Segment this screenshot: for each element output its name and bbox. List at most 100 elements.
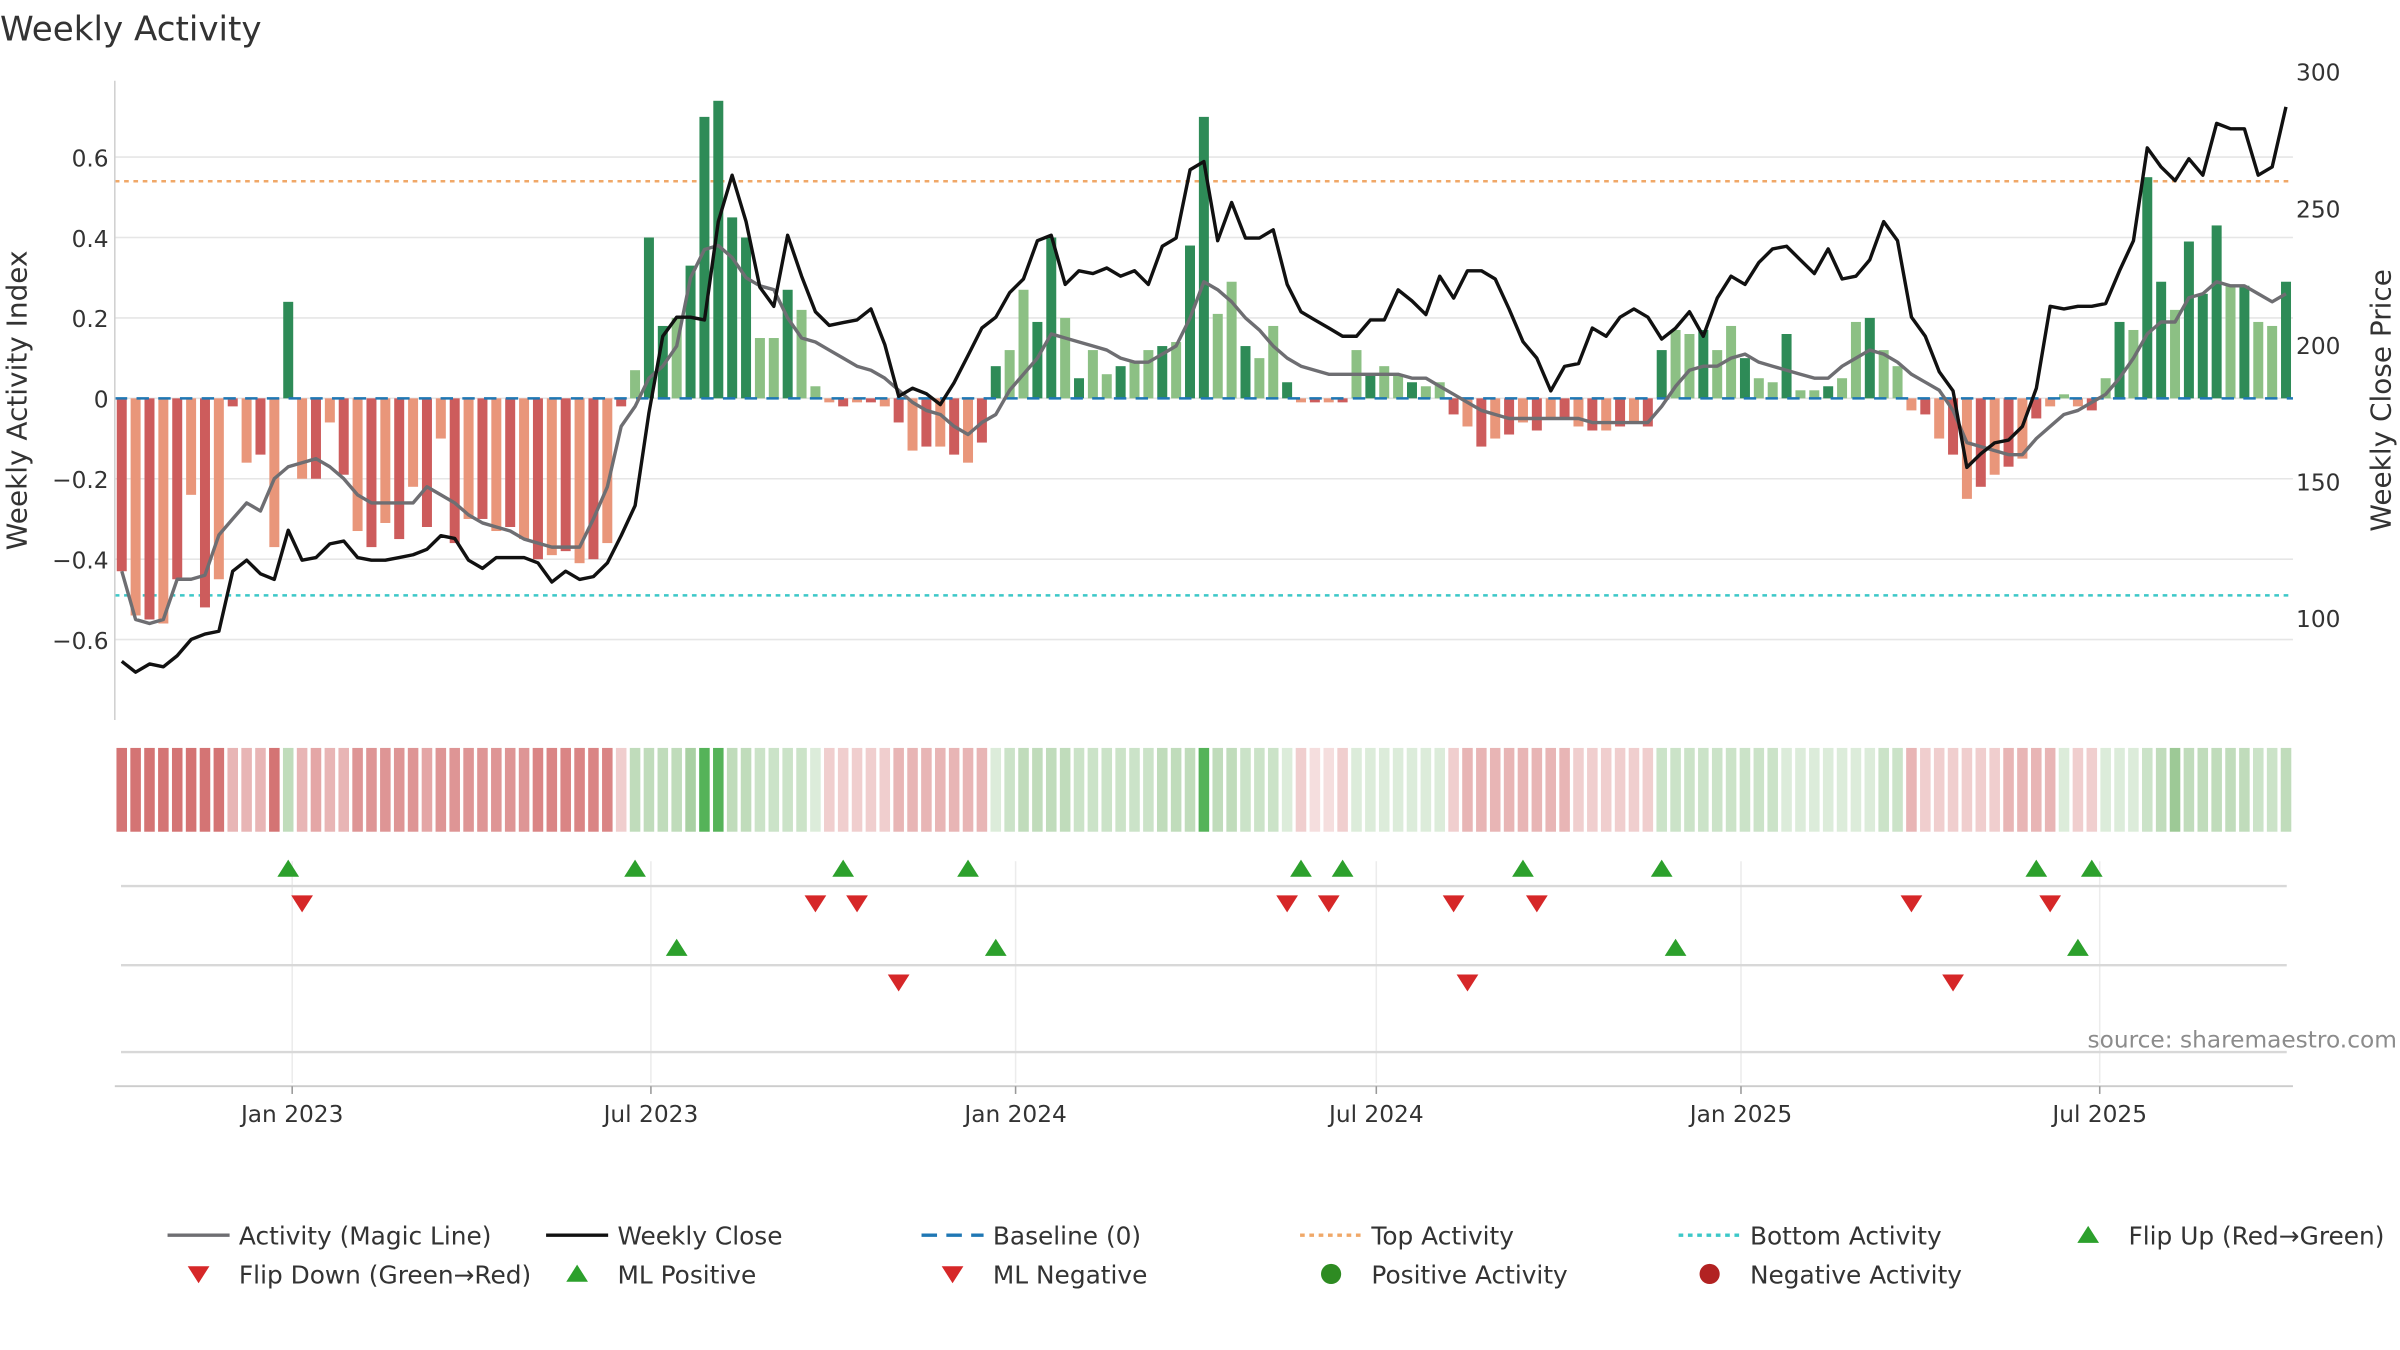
activity-strip-cell bbox=[1018, 747, 1029, 832]
activity-bar bbox=[1365, 374, 1376, 399]
activity-strip-cell bbox=[407, 747, 419, 832]
activity-bar bbox=[976, 398, 987, 443]
activity-strip-cell bbox=[1517, 747, 1529, 832]
activity-bar bbox=[2253, 321, 2264, 399]
activity-strip-cell bbox=[1045, 747, 1057, 832]
activity-strip-cell bbox=[2155, 747, 2167, 832]
activity-strip-cell bbox=[1392, 747, 1404, 832]
activity-bar bbox=[1601, 398, 1612, 431]
activity-bar bbox=[935, 398, 946, 447]
y-right-tick-label: 100 bbox=[2296, 606, 2340, 633]
up-marker bbox=[665, 938, 688, 956]
activity-strip-cell bbox=[1476, 747, 1487, 832]
activity-bar bbox=[1462, 398, 1473, 427]
down-marker bbox=[1900, 895, 1923, 913]
activity-strip-cell bbox=[2211, 747, 2222, 832]
activity-bar bbox=[1628, 398, 1639, 423]
activity-bar bbox=[1948, 398, 1959, 455]
chart-title: Weekly Activity bbox=[0, 9, 262, 49]
activity-bar bbox=[921, 398, 932, 447]
activity-strip-cell bbox=[310, 747, 322, 832]
activity-bar bbox=[1282, 382, 1293, 399]
activity-bar bbox=[1198, 116, 1209, 399]
activity-bar bbox=[1878, 350, 1889, 399]
activity-bar bbox=[144, 398, 155, 620]
activity-strip-cell bbox=[1073, 747, 1085, 832]
activity-strip-cell bbox=[1864, 747, 1876, 832]
activity-strip-cell bbox=[1836, 747, 1848, 832]
activity-strip-cell bbox=[796, 747, 807, 832]
legend-down-marker bbox=[941, 1266, 964, 1284]
activity-strip-cell bbox=[1226, 747, 1237, 832]
activity-bar bbox=[546, 398, 557, 556]
activity-bar bbox=[1101, 374, 1112, 399]
legend-dot-marker bbox=[1699, 1263, 1720, 1285]
activity-strip-cell bbox=[560, 747, 571, 832]
x-tick-label: Jul 2024 bbox=[1327, 1101, 1424, 1128]
activity-strip-cell bbox=[1656, 747, 1667, 832]
right-axis: 100 150 200 250 300 bbox=[2296, 60, 2340, 633]
up-marker bbox=[2080, 859, 2103, 877]
activity-bar bbox=[1726, 325, 1737, 399]
activity-strip-cell bbox=[893, 747, 904, 832]
activity-strip-cell bbox=[504, 747, 516, 832]
activity-strip-cell bbox=[1642, 747, 1654, 832]
activity-strip-cell bbox=[185, 747, 197, 832]
activity-strip-cell bbox=[810, 747, 821, 832]
activity-strip-cell bbox=[158, 747, 169, 832]
activity-strip-cell bbox=[1323, 747, 1335, 832]
activity-bar bbox=[630, 370, 641, 399]
activity-strip-cell bbox=[2031, 747, 2042, 832]
activity-strip-cell bbox=[948, 747, 960, 832]
activity-bar bbox=[1767, 382, 1778, 399]
activity-strip-cell bbox=[865, 747, 877, 832]
activity-bar bbox=[1920, 398, 1931, 415]
activity-strip-cell bbox=[1989, 747, 2000, 832]
activity-strip-cell bbox=[2072, 747, 2084, 832]
activity-bar bbox=[1420, 386, 1431, 399]
activity-strip-cell bbox=[144, 747, 155, 832]
activity-bar bbox=[532, 398, 543, 560]
activity-bar bbox=[671, 317, 682, 399]
activity-bar bbox=[574, 398, 585, 564]
activity-strip-cell bbox=[2252, 747, 2264, 832]
activity-bar bbox=[2114, 321, 2125, 399]
activity-bar bbox=[1185, 245, 1195, 399]
activity-bar bbox=[241, 398, 252, 463]
activity-bar bbox=[338, 398, 349, 475]
activity-bar bbox=[1587, 398, 1598, 431]
activity-bar bbox=[1517, 398, 1528, 423]
down-marker bbox=[1442, 895, 1465, 913]
activity-bar bbox=[2086, 398, 2097, 411]
activity-bar bbox=[1795, 390, 1806, 399]
activity-strip-cell bbox=[602, 747, 613, 832]
activity-bar bbox=[907, 398, 918, 451]
activity-bar bbox=[893, 398, 904, 423]
activity-strip-cell bbox=[1240, 747, 1251, 832]
activity-bar bbox=[213, 398, 224, 580]
activity-strip-cell bbox=[1101, 747, 1113, 832]
y-left-tick-label: 0.6 bbox=[72, 145, 109, 172]
activity-strip-cell bbox=[1309, 747, 1321, 832]
activity-strip-cell bbox=[338, 747, 349, 832]
activity-bar bbox=[796, 309, 807, 399]
activity-strip-cell bbox=[2114, 747, 2125, 832]
activity-bar bbox=[1642, 398, 1653, 427]
activity-strip-cell bbox=[782, 747, 793, 832]
activity-strip-cell bbox=[643, 747, 655, 832]
down-marker bbox=[846, 895, 868, 913]
activity-bar bbox=[727, 217, 738, 399]
y-left-tick-label: 0.2 bbox=[72, 306, 109, 333]
legend-label: Activity (Magic Line) bbox=[239, 1221, 492, 1250]
activity-bar bbox=[1615, 398, 1626, 427]
activity-strip-cell bbox=[685, 747, 696, 832]
activity-bar bbox=[1268, 325, 1279, 399]
activity-strip-cell bbox=[2044, 747, 2056, 832]
activity-strip-cell bbox=[241, 747, 252, 832]
activity-strip-cell bbox=[1212, 747, 1224, 832]
activity-bar bbox=[1753, 378, 1764, 399]
activity-bar bbox=[1850, 321, 1861, 399]
activity-strip-cell bbox=[491, 747, 502, 832]
activity-strip-cell bbox=[1503, 747, 1515, 832]
activity-bar bbox=[754, 338, 765, 399]
